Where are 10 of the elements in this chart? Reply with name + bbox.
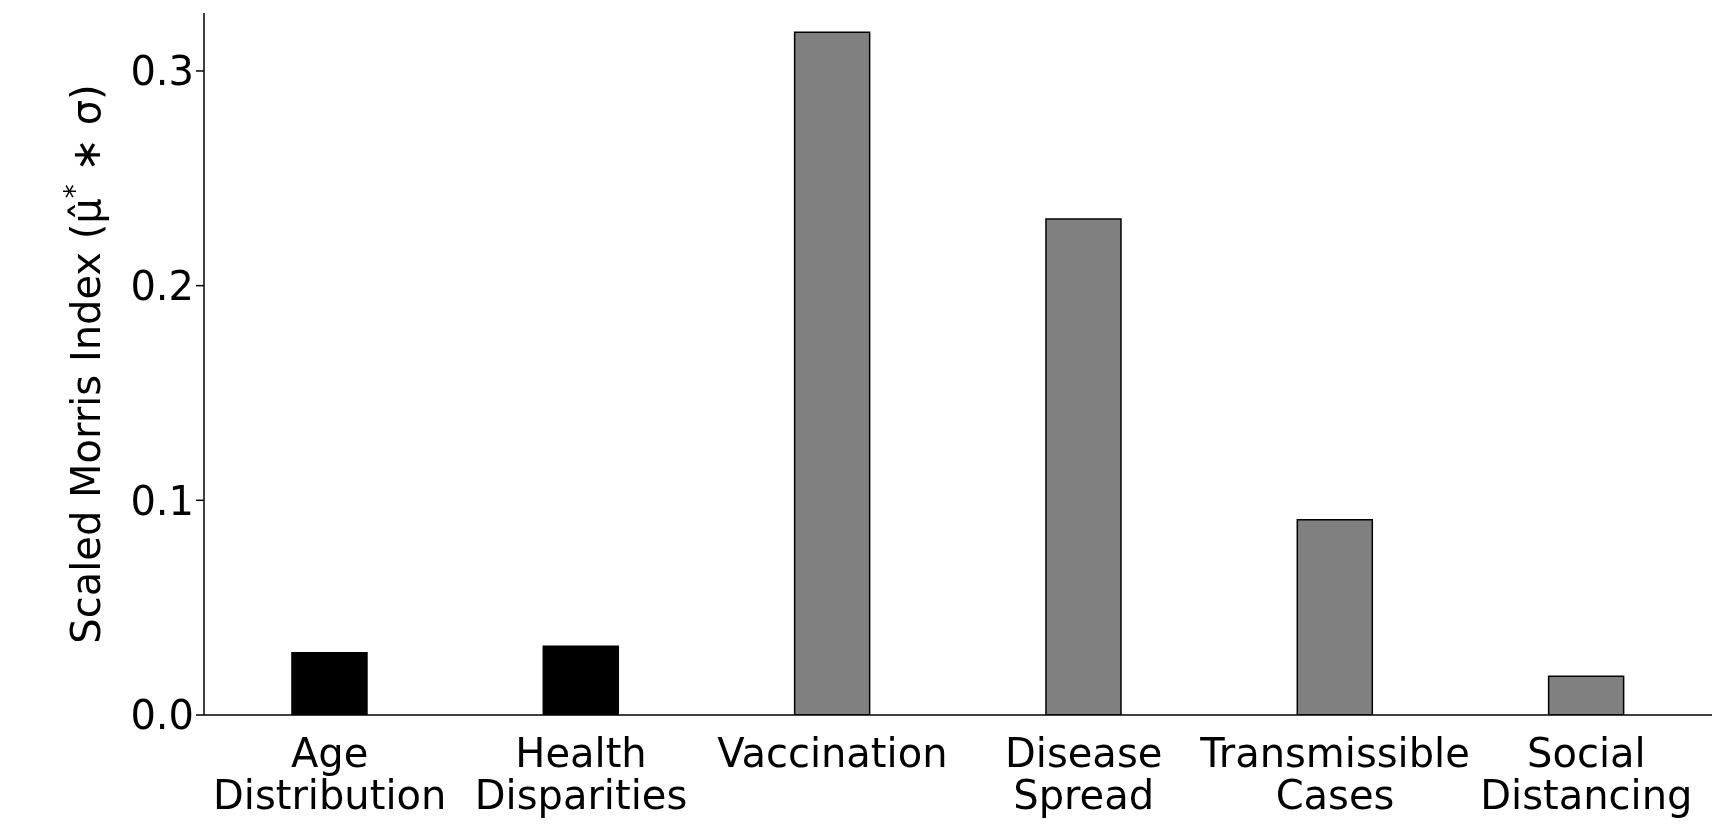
y-tick-label: 0.3 <box>130 48 194 95</box>
x-tick-label: Age Distribution <box>212 730 447 818</box>
x-tick-label: Vaccination <box>717 730 948 776</box>
y-tick-label: 0.2 <box>130 262 194 309</box>
x-tick-label: Social Distancing <box>1480 730 1693 818</box>
y-tick-label: 0.1 <box>130 477 194 524</box>
x-tick-label: Transmissible Cases <box>1199 730 1470 818</box>
x-tick-label: Disease Spread <box>1005 730 1163 818</box>
x-tick-label: Health Disparities <box>474 730 688 818</box>
y-tick-label: 0.0 <box>130 692 194 739</box>
